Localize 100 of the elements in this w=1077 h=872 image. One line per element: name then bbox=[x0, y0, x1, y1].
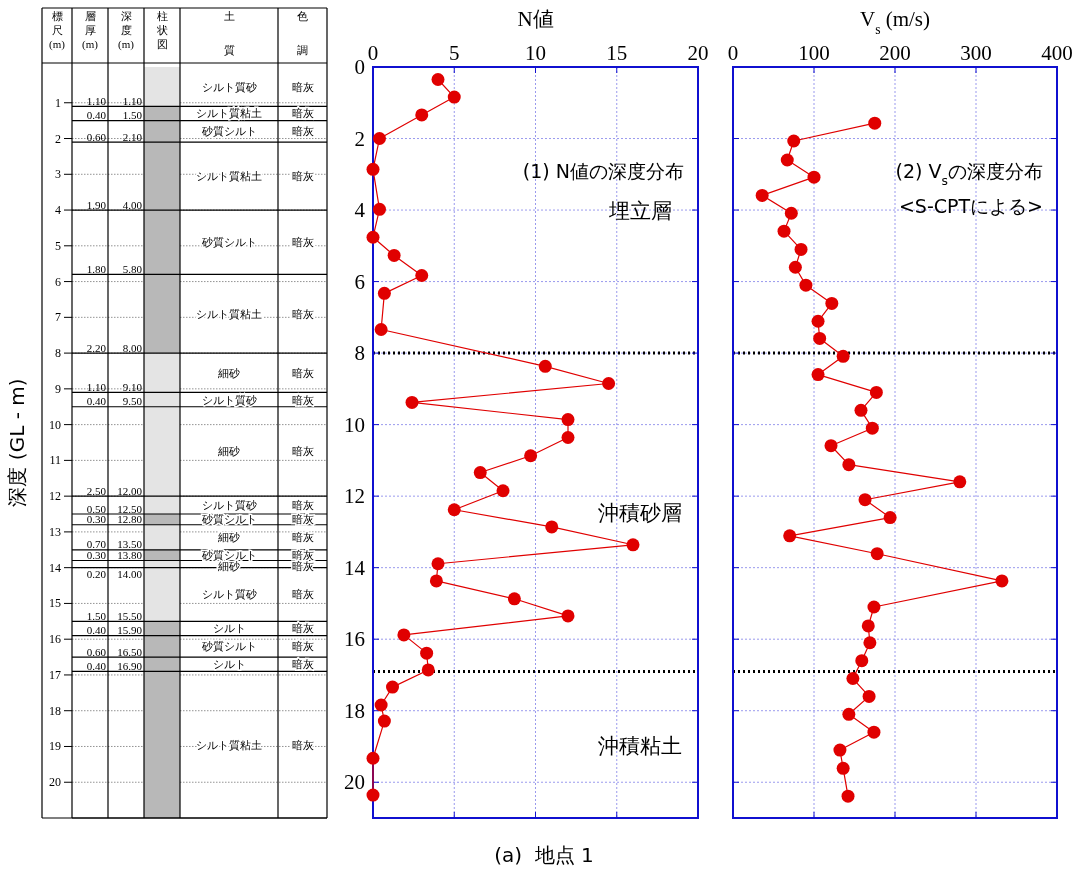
y-tick-label: 12 bbox=[49, 489, 61, 504]
text: 0.40 bbox=[86, 395, 107, 408]
text: シルト bbox=[212, 622, 246, 636]
y-tick-label: 15 bbox=[49, 596, 61, 611]
text: 0.40 bbox=[86, 109, 107, 122]
text: 細砂 bbox=[217, 445, 240, 459]
text: 2.50 bbox=[86, 484, 107, 497]
annotation: 15.50 bbox=[117, 609, 143, 622]
y-tick-label: 10 bbox=[344, 412, 365, 437]
x-tick-label: 200 bbox=[879, 41, 911, 65]
y-tick-label: 16 bbox=[344, 627, 365, 652]
y-tick-label: 10 bbox=[49, 417, 61, 432]
x-tick-label: 0 bbox=[727, 41, 739, 65]
x-tick-label: 400 bbox=[1041, 41, 1073, 65]
annotation: 14.00 bbox=[117, 567, 143, 580]
text: 0.60 bbox=[86, 645, 107, 658]
x-tick-label: 柱状図 bbox=[155, 10, 168, 51]
y-tick-label: 6 bbox=[354, 269, 365, 294]
text: 暗灰 bbox=[291, 236, 314, 250]
series-label: シルト質砂 bbox=[201, 499, 257, 513]
text: 0.40 bbox=[86, 624, 107, 637]
text: 暗灰 bbox=[291, 658, 314, 672]
y-tick-label: 13 bbox=[49, 524, 61, 539]
annotation: 13.50 bbox=[117, 538, 143, 551]
y-tick-label: 4 bbox=[55, 203, 61, 218]
series-label: 砂質シルト bbox=[200, 513, 257, 527]
annotation: 1.50 bbox=[122, 109, 143, 122]
text: 暗灰 bbox=[291, 393, 314, 407]
text: (1) N値の深度分布 bbox=[522, 159, 684, 182]
text: 暗灰 bbox=[291, 640, 314, 654]
x-axis-title: N値 bbox=[517, 7, 554, 31]
x-tick-label: 10 bbox=[525, 41, 546, 65]
y-tick-label: 2 bbox=[55, 131, 61, 146]
series-label: 砂質シルト bbox=[200, 125, 257, 139]
text: 標尺(m) bbox=[49, 10, 66, 51]
y-tick-label: 18 bbox=[49, 703, 61, 718]
y-tick-label: 14 bbox=[344, 555, 366, 580]
y-tick-label: 16 bbox=[49, 632, 61, 647]
text: 0.40 bbox=[86, 659, 107, 672]
y-tick-label: 12 bbox=[344, 484, 365, 509]
annotation: 12.50 bbox=[117, 502, 143, 515]
annotation: 1.10 bbox=[122, 94, 143, 107]
text: 暗灰 bbox=[291, 125, 314, 139]
series-label: シルト質粘土 bbox=[196, 738, 262, 752]
y-tick-label: 20 bbox=[49, 775, 61, 790]
y-tick-label: 3 bbox=[55, 167, 61, 182]
x-axis-title: V$_{s}$ (m/s) bbox=[859, 7, 931, 37]
text: 1.10 bbox=[86, 94, 107, 107]
text: 暗灰 bbox=[291, 738, 314, 752]
series-label: シルト質砂 bbox=[201, 393, 257, 407]
y-tick-label: 11 bbox=[49, 453, 61, 468]
text: 暗灰 bbox=[291, 588, 314, 602]
series-label: 砂質シルト bbox=[200, 640, 257, 654]
y-tick-label: 1 bbox=[55, 95, 61, 110]
annotation: 9.10 bbox=[122, 380, 143, 393]
text: 細砂 bbox=[217, 366, 240, 380]
annotation: 沖積砂層 bbox=[598, 501, 682, 526]
text: 0.30 bbox=[86, 513, 107, 526]
y-axis-title: 深度 (GL - m) bbox=[5, 378, 29, 507]
text: 暗灰 bbox=[291, 107, 314, 121]
annotation: 2.10 bbox=[122, 130, 143, 143]
annotation: 4.00 bbox=[122, 198, 143, 211]
annotation: 16.50 bbox=[117, 645, 143, 658]
annotation: 15.90 bbox=[117, 624, 143, 637]
annotation: 5.80 bbox=[122, 262, 143, 275]
y-tick-label: 7 bbox=[55, 310, 61, 325]
text: 暗灰 bbox=[291, 307, 314, 321]
text: 層厚(m) bbox=[82, 10, 99, 51]
text: 0.30 bbox=[86, 549, 107, 562]
text: 暗灰 bbox=[291, 622, 314, 636]
y-tick-label: 20 bbox=[344, 770, 365, 795]
text: (2) V$_{s}$の深度分布 bbox=[895, 159, 1043, 188]
text: 暗灰 bbox=[291, 80, 314, 94]
text: 1.80 bbox=[86, 262, 107, 275]
y-tick-label: 14 bbox=[49, 560, 61, 575]
y-tick-label: 17 bbox=[49, 667, 61, 682]
series-label: シルト質粘土 bbox=[196, 170, 262, 184]
text: 1.50 bbox=[86, 609, 107, 622]
x-tick-label: 300 bbox=[960, 41, 992, 65]
text: <S-CPTによる> bbox=[898, 194, 1043, 217]
annotation: 沖積粘土 bbox=[598, 733, 682, 758]
text: 暗灰 bbox=[291, 170, 314, 184]
y-tick-label: 18 bbox=[344, 698, 365, 723]
text: 0.60 bbox=[86, 130, 107, 143]
text: 暗灰 bbox=[291, 445, 314, 459]
x-tick-label: 100 bbox=[798, 41, 830, 65]
annotation: 12.00 bbox=[117, 484, 143, 497]
y-tick-label: 2 bbox=[354, 126, 365, 151]
text: 1.10 bbox=[86, 380, 107, 393]
text: (a) 地点 1 bbox=[494, 843, 594, 867]
text: 暗灰 bbox=[291, 513, 314, 527]
series-label: シルト質砂 bbox=[201, 588, 257, 602]
y-tick-label: 6 bbox=[55, 274, 61, 289]
text: 2.20 bbox=[86, 341, 107, 354]
text: シルト bbox=[212, 658, 246, 672]
annotation: 埋立層 bbox=[607, 199, 672, 224]
text: 暗灰 bbox=[291, 531, 314, 545]
text: 暗灰 bbox=[291, 366, 314, 380]
annotation: 13.80 bbox=[117, 549, 143, 562]
x-tick-label: 20 bbox=[687, 41, 709, 65]
